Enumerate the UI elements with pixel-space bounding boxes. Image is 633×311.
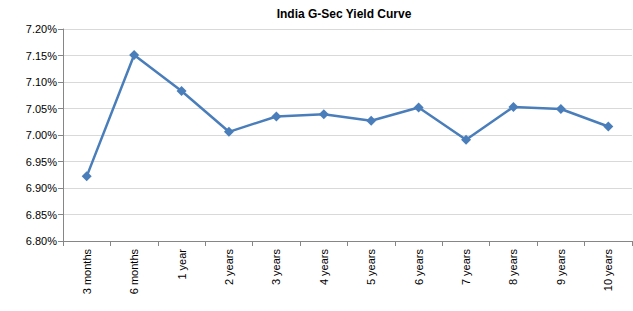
svg-text:7.10%: 7.10% — [26, 76, 57, 88]
svg-text:7.15%: 7.15% — [26, 50, 57, 62]
svg-text:6.90%: 6.90% — [26, 182, 57, 194]
svg-text:6.85%: 6.85% — [26, 209, 57, 221]
svg-text:3 months: 3 months — [81, 249, 93, 295]
svg-text:7.05%: 7.05% — [26, 103, 57, 115]
svg-text:7 years: 7 years — [460, 249, 472, 286]
svg-text:8 years: 8 years — [507, 249, 519, 286]
svg-text:6.95%: 6.95% — [26, 156, 57, 168]
svg-text:5 years: 5 years — [365, 249, 377, 286]
svg-text:9 years: 9 years — [555, 249, 567, 286]
svg-text:6 months: 6 months — [128, 249, 140, 295]
svg-text:2 years: 2 years — [223, 249, 235, 286]
svg-text:6 years: 6 years — [413, 249, 425, 286]
svg-text:1 year: 1 year — [176, 249, 188, 280]
svg-text:4 years: 4 years — [318, 249, 330, 286]
svg-text:10 years: 10 years — [602, 249, 614, 292]
svg-text:7.00%: 7.00% — [26, 129, 57, 141]
svg-text:6.80%: 6.80% — [26, 235, 57, 247]
svg-text:3 years: 3 years — [270, 249, 282, 286]
svg-text:7.20%: 7.20% — [26, 23, 57, 35]
svg-text:India G-Sec Yield Curve: India G-Sec Yield Curve — [277, 7, 412, 21]
